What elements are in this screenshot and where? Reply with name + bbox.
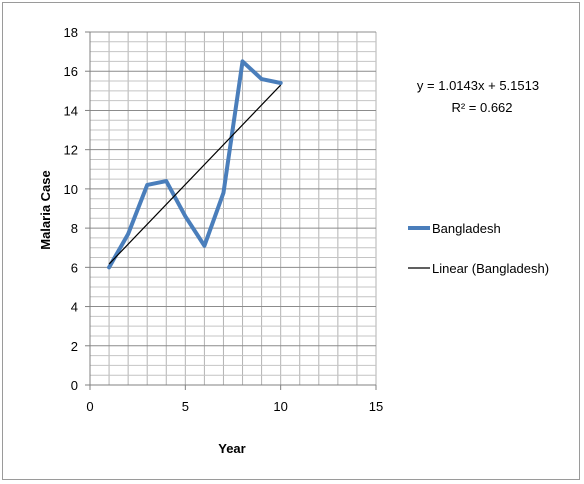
data-point-bangladesh [242,60,244,62]
data-point-bangladesh [146,184,148,186]
x-tick-label: 0 [86,399,93,414]
trendline-r-squared: R² = 0.662 [451,100,512,115]
data-point-bangladesh [280,82,282,84]
y-tick-label: 6 [71,260,78,275]
y-tick-label: 8 [71,221,78,236]
y-tick-label: 14 [64,103,78,118]
trendline-equation: y = 1.0143x + 5.1513 [417,78,539,93]
x-tick-labels: 0 5 10 15 [86,399,383,414]
data-point-bangladesh [222,192,224,194]
y-tick-label: 0 [71,378,78,393]
legend-label-linear: Linear (Bangladesh) [432,261,549,276]
y-tick-label: 16 [64,64,78,79]
x-tick-label: 15 [369,399,383,414]
legend: Bangladesh Linear (Bangladesh) [408,221,549,276]
data-point-bangladesh [184,215,186,217]
axes [85,31,377,390]
y-tick-label: 10 [64,182,78,197]
trendline-linear-bangladesh [108,84,282,265]
x-axis-title: Year [218,441,245,456]
y-tick-label: 18 [64,25,78,40]
series-layer [107,59,283,270]
data-point-bangladesh [108,266,110,268]
legend-label-bangladesh: Bangladesh [432,221,501,236]
y-tick-label: 12 [64,143,78,158]
data-point-bangladesh [261,78,263,80]
data-point-bangladesh [203,245,205,247]
x-tick-label: 10 [273,399,287,414]
chart-frame [2,2,580,480]
data-point-bangladesh [165,180,167,182]
y-tick-label: 2 [71,339,78,354]
y-tick-label: 4 [71,300,78,315]
y-axis-title: Malaria Case [38,170,53,250]
y-tick-labels: 0 2 4 6 8 10 12 14 16 18 [64,25,78,393]
series-line-bangladesh [107,59,283,270]
x-tick-label: 5 [182,399,189,414]
plot-grid [90,31,377,385]
data-point-bangladesh [127,233,129,235]
